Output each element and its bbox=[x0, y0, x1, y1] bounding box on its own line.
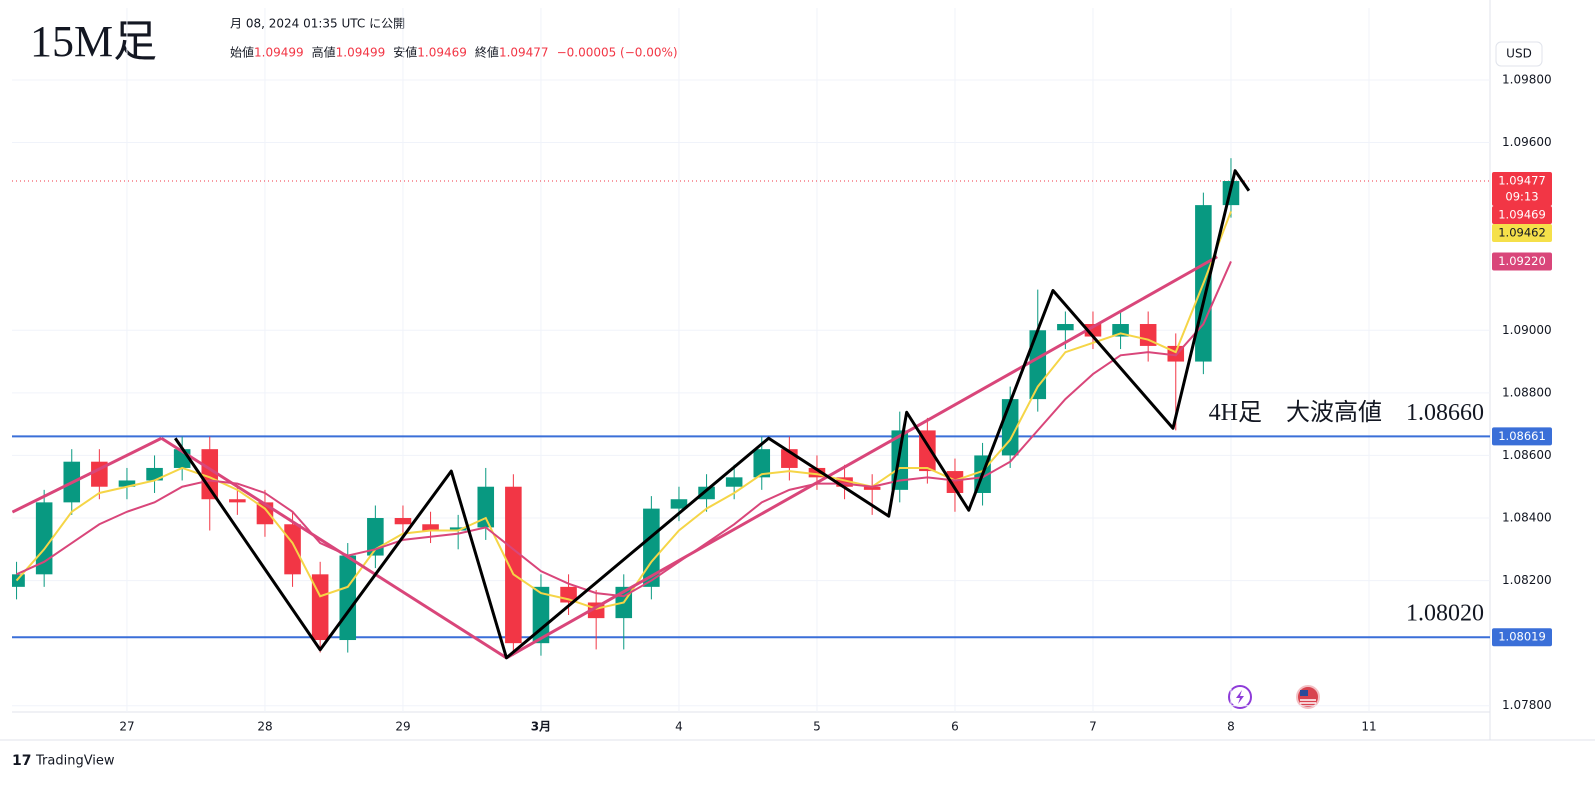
annotation: 1.08020 bbox=[1406, 600, 1484, 626]
ohlc-value: 1.09477 bbox=[499, 46, 549, 60]
candle-body bbox=[808, 467, 826, 478]
price-tag-label: 1.08661 bbox=[1498, 429, 1546, 443]
candle-body bbox=[477, 486, 495, 528]
candle-body bbox=[35, 502, 53, 575]
candle-body bbox=[753, 449, 771, 478]
y-tick-label: 1.08400 bbox=[1502, 511, 1552, 525]
chart-title: 15M足 bbox=[30, 17, 157, 66]
candle-body bbox=[449, 527, 467, 531]
ohlc-label: 始値 bbox=[230, 45, 254, 60]
x-tick-label: 29 bbox=[395, 720, 410, 734]
price-tag bbox=[1492, 628, 1552, 647]
candle-body bbox=[836, 477, 853, 487]
y-tick-label: 1.09000 bbox=[1502, 323, 1552, 337]
candle-body bbox=[394, 518, 412, 525]
y-tick-label: 1.09600 bbox=[1502, 135, 1552, 149]
currency[interactable]: USD bbox=[1506, 47, 1532, 61]
x-tick-label: 3月 bbox=[531, 720, 551, 734]
price-tag bbox=[1492, 252, 1552, 271]
ohlc-value: 1.09499 bbox=[254, 46, 304, 60]
candle-body bbox=[946, 471, 964, 493]
ohlc-header: 始値 1.09499 高値 1.09499 安値 1.09469 終値 1.09477 −0.0… bbox=[230, 45, 678, 60]
candle-body bbox=[505, 486, 522, 644]
ohlc-value: 1.09469 bbox=[417, 46, 467, 60]
annotation: 4H足 大波高値 1.08660 bbox=[1209, 399, 1484, 426]
price-tag-label: 1.08019 bbox=[1498, 630, 1546, 644]
candle-body bbox=[311, 574, 329, 641]
plot-area bbox=[12, 158, 1490, 660]
change: −0.00005 (−0.00%) bbox=[557, 46, 678, 60]
logo-mark: 17 bbox=[12, 753, 31, 769]
candle-body bbox=[698, 486, 715, 500]
y-tick-label: 1.09800 bbox=[1502, 72, 1552, 86]
published: 月 08, 2024 01:35 UTC に公開 bbox=[230, 17, 405, 31]
candle-body bbox=[422, 524, 439, 531]
price-tag bbox=[1492, 224, 1552, 243]
candle-body bbox=[284, 524, 301, 575]
candle-body bbox=[1057, 324, 1074, 331]
price-tag bbox=[1492, 427, 1552, 446]
x-tick-label: 7 bbox=[1089, 720, 1097, 734]
candle-body bbox=[339, 555, 357, 641]
price-tag-label: 1.09462 bbox=[1498, 226, 1546, 240]
y-tick-label: 1.08200 bbox=[1502, 573, 1552, 587]
y-tick-label: 1.07800 bbox=[1502, 698, 1552, 712]
flag-icon[interactable] bbox=[1296, 685, 1320, 709]
trendline bbox=[12, 436, 163, 514]
zigzag bbox=[174, 169, 1251, 660]
x-tick-label: 28 bbox=[257, 720, 272, 734]
price-tag-label: 1.09220 bbox=[1498, 254, 1546, 268]
candle-body bbox=[12, 574, 25, 587]
ohlc-label: 安値 bbox=[393, 45, 417, 60]
x-tick-label: 4 bbox=[675, 720, 683, 734]
x-tick-label: 27 bbox=[119, 720, 134, 734]
x-tick-label: 8 bbox=[1227, 720, 1235, 734]
brand: TradingView bbox=[35, 754, 115, 769]
price-tag-label: 1.09469 bbox=[1498, 208, 1546, 222]
price-tag-countdown: 09:13 bbox=[1505, 190, 1538, 204]
moving-average bbox=[16, 261, 1232, 598]
x-tick-label: 11 bbox=[1361, 720, 1376, 734]
ohlc-label: 終値 bbox=[475, 45, 499, 60]
candle-body bbox=[118, 480, 136, 487]
y-tick-label: 1.08800 bbox=[1502, 385, 1552, 399]
candle-body bbox=[201, 449, 219, 500]
price-tag bbox=[1492, 172, 1552, 207]
ohlc-value: 1.09499 bbox=[336, 46, 386, 60]
candle-body bbox=[229, 499, 246, 503]
candle-body bbox=[863, 486, 881, 490]
y-tick-label: 1.08600 bbox=[1502, 448, 1552, 462]
ohlc-label: 高値 bbox=[312, 45, 336, 60]
candle-body bbox=[670, 499, 688, 509]
trendline bbox=[505, 255, 1218, 660]
candle-body bbox=[532, 586, 550, 644]
trendline bbox=[160, 436, 508, 660]
candle-body bbox=[725, 477, 743, 487]
flag-stripes bbox=[1300, 699, 1316, 704]
lightning bbox=[1236, 690, 1244, 704]
currency-box[interactable] bbox=[1495, 41, 1543, 67]
candle-body bbox=[146, 467, 163, 481]
flag-canton bbox=[1300, 690, 1308, 696]
price-tag-label: 1.09477 bbox=[1498, 174, 1546, 188]
x-tick-label: 6 bbox=[951, 720, 959, 734]
price-tag bbox=[1492, 206, 1552, 225]
candle-body bbox=[1029, 330, 1047, 400]
x-tick-label: 5 bbox=[813, 720, 821, 734]
